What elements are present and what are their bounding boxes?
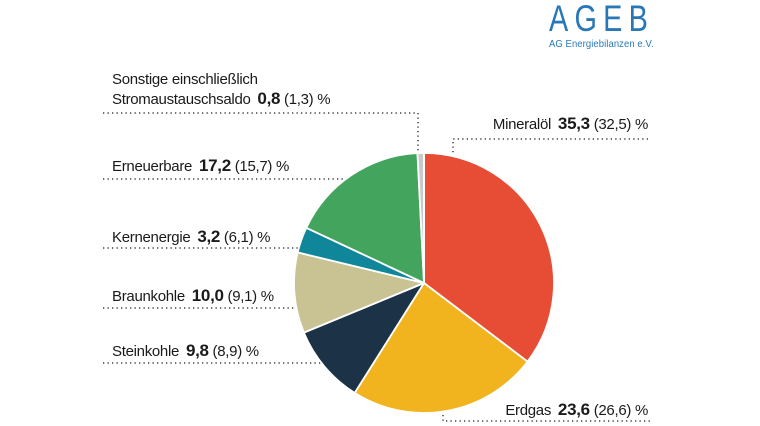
percent-sign: %: [257, 229, 271, 246]
pie-slice-erdgas: [353, 282, 529, 414]
slice-prev-value: (6,1): [223, 229, 254, 246]
logo-title: AGEB: [549, 0, 655, 39]
slice-name: Kernenergie: [112, 229, 191, 246]
percent-sign: %: [634, 402, 648, 419]
slice-name: Erneuerbare: [112, 158, 193, 175]
slice-value: 17,2: [198, 156, 231, 175]
pie-slice-erneuerbare: [305, 152, 425, 284]
slice-prev-value: (32,5): [593, 116, 632, 133]
logo: AGEB AG Energiebilanzen e.V.: [549, 0, 684, 50]
slice-name: Mineralöl: [492, 116, 552, 133]
pie-slice-steinkohle: [302, 282, 425, 394]
pie-label-erneuerbare: Erneuerbare 17,2 (15,7) %: [112, 156, 289, 176]
leader-line-sonstige: [103, 112, 419, 164]
pie-slice-sonstige: [416, 152, 425, 284]
percent-sign: %: [245, 343, 259, 360]
slice-name-line1: Sonstige einschließlich: [112, 71, 258, 88]
pie-label-kernenergie: Kernenergie 3,2 (6,1) %: [112, 227, 270, 247]
pie-slice-braunkohle: [293, 251, 425, 334]
slice-prev-value: (15,7): [234, 158, 273, 175]
pie-label-erdgas: Erdgas 23,6 (26,6) %: [505, 400, 648, 420]
pie-label-braunkohle: Braunkohle 10,0 (9,1) %: [112, 286, 274, 306]
slice-value: 3,2: [197, 227, 221, 246]
pie-label-sonstige: Sonstige einschließlich Stromaustauschsa…: [112, 70, 331, 109]
percent-sign: %: [260, 288, 274, 305]
slice-value: 0,8: [257, 89, 281, 108]
percent-sign: %: [317, 91, 331, 108]
slice-value: 35,3: [557, 114, 590, 133]
slice-value: 9,8: [185, 341, 209, 360]
pie-label-mineraloel: Mineralöl 35,3 (32,5) %: [493, 114, 648, 134]
slice-prev-value: (1,3): [284, 91, 314, 108]
pie-label-steinkohle: Steinkohle 9,8 (8,9) %: [112, 341, 259, 361]
slice-value: 10,0: [191, 286, 224, 305]
percent-sign: %: [634, 116, 648, 133]
slice-name: Steinkohle: [112, 343, 180, 360]
percent-sign: %: [276, 158, 290, 175]
logo-subtitle: AG Energiebilanzen e.V.: [549, 38, 654, 50]
leader-line-mineraloel: [452, 138, 648, 168]
slice-name-line2: Stromaustauschsaldo: [112, 91, 251, 108]
slice-value: 23,6: [557, 400, 590, 419]
slice-prev-value: (9,1): [227, 288, 258, 305]
slice-name: Erdgas: [505, 402, 552, 419]
slice-name: Braunkohle: [112, 288, 185, 305]
slice-prev-value: (8,9): [212, 343, 243, 360]
slice-prev-value: (26,6): [593, 402, 632, 419]
leader-line-erdgas: [442, 388, 650, 422]
pie-slice-mineraloel: [423, 152, 555, 363]
